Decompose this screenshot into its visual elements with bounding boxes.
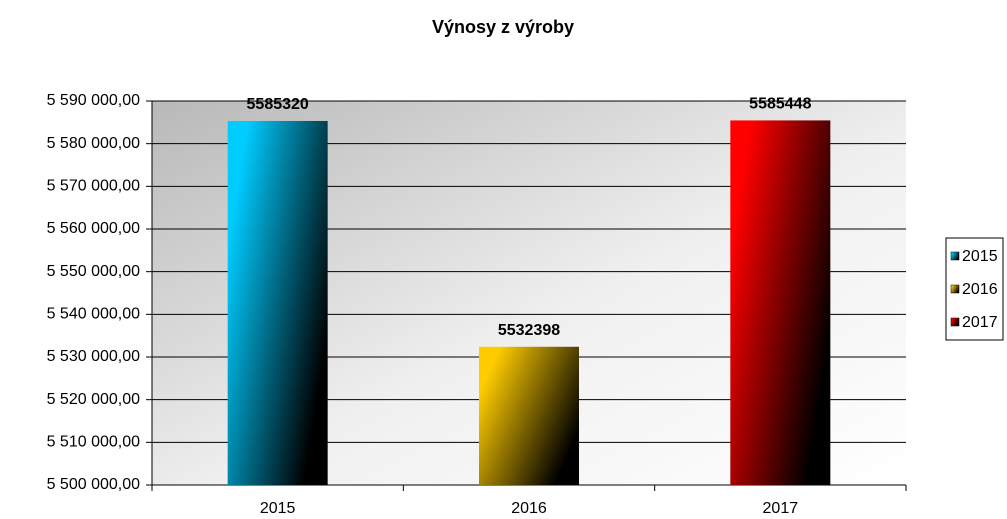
bar	[479, 346, 579, 485]
bar	[227, 120, 328, 485]
y-tick-label: 5 510 000,00	[47, 434, 141, 451]
bar	[730, 120, 831, 485]
legend-swatch	[950, 284, 960, 294]
legend-swatch	[950, 251, 960, 261]
x-tick-label: 2015	[260, 500, 296, 517]
legend-label: 2015	[962, 248, 998, 265]
data-label: 5585320	[247, 96, 309, 113]
y-tick-label: 5 500 000,00	[47, 476, 141, 493]
legend-label: 2017	[962, 314, 998, 331]
legend-label: 2016	[962, 281, 998, 298]
data-label: 5532398	[498, 322, 560, 339]
x-tick-label: 2016	[511, 500, 547, 517]
y-tick-label: 5 550 000,00	[47, 263, 141, 280]
chart-title: Výnosy z výroby	[432, 17, 574, 37]
y-tick-label: 5 520 000,00	[47, 391, 141, 408]
legend-swatch	[950, 317, 960, 327]
y-tick-label: 5 540 000,00	[47, 306, 141, 323]
y-tick-label: 5 560 000,00	[47, 220, 141, 237]
y-tick-label: 5 530 000,00	[47, 348, 141, 365]
y-tick-label: 5 590 000,00	[47, 92, 141, 109]
x-tick-label: 2017	[763, 500, 799, 517]
data-label: 5585448	[749, 96, 811, 113]
y-tick-label: 5 570 000,00	[47, 178, 141, 195]
y-tick-label: 5 580 000,00	[47, 135, 141, 152]
